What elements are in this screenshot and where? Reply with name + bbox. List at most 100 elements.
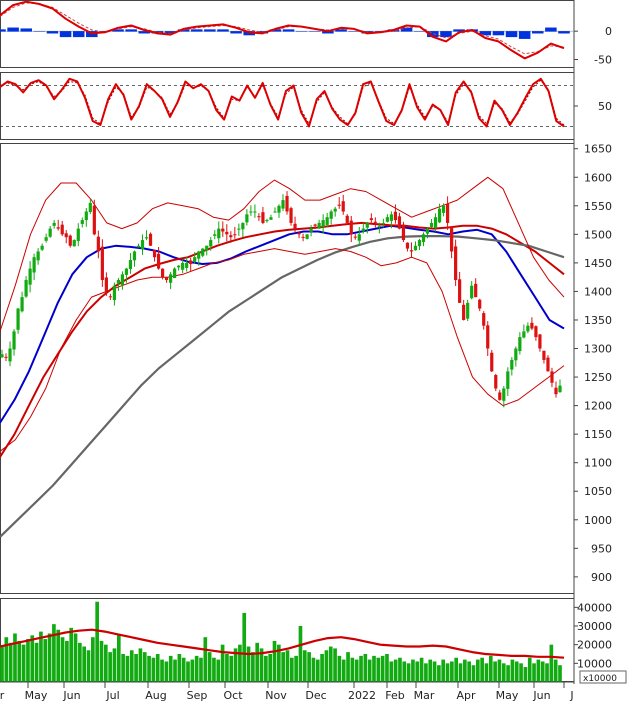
volume-ma-line [0, 628, 565, 659]
price-candle-body [393, 211, 398, 221]
volume-bar [367, 659, 372, 682]
price-candle-body [116, 280, 121, 284]
price-candle-body [96, 236, 100, 252]
x-tick-label: Jun [62, 689, 80, 702]
price-candle-body [445, 204, 450, 223]
macd-histogram-bar [33, 31, 46, 32]
volume-unit-box: x10000 [579, 670, 627, 684]
volume-bar [277, 644, 281, 682]
volume-bar [259, 648, 264, 682]
price-candle-body [325, 217, 329, 225]
macd-panel: 0 -50 [0, 0, 612, 67]
volume-bar [238, 644, 242, 682]
price-candle-body [140, 240, 145, 250]
volume-bar [281, 652, 285, 682]
price-candle-body [76, 228, 80, 241]
price-ytick-label: 1150 [584, 428, 612, 441]
macd-histogram-bar [177, 29, 190, 32]
price-candle-body [417, 240, 422, 247]
price-candle-body [309, 228, 313, 232]
price-candle-body [546, 357, 550, 372]
macd-histogram-bar [125, 29, 137, 32]
volume-bar [354, 659, 359, 682]
price-candle-body [64, 233, 68, 238]
price-candle-body [530, 322, 534, 329]
macd-histogram-bar [545, 27, 557, 32]
price-candle-body [136, 245, 141, 248]
price-candle-body [518, 337, 522, 352]
price-candle-body [482, 313, 486, 326]
price-panel: 1650 1600 1550 1500 1450 1400 1350 1300 1250 1200… [0, 143, 612, 584]
price-candle-body [233, 234, 237, 236]
volume-bar [160, 659, 164, 682]
price-candle-body [108, 296, 112, 298]
price-candle-body [385, 217, 389, 222]
price-candle-body [100, 246, 104, 281]
macd-histogram-bar [190, 29, 203, 32]
price-candle-body [261, 212, 265, 223]
volume-bar [545, 663, 549, 682]
price-candle-body [164, 277, 169, 281]
price-candle-body [249, 211, 253, 213]
volume-bar [441, 659, 446, 682]
price-candle-body [534, 326, 538, 338]
volume-bar [155, 654, 160, 682]
x-tick-label: r [0, 689, 5, 702]
price-ma50-line [0, 221, 565, 458]
price-candle-body [365, 222, 369, 228]
price-ytick-label: 1200 [584, 400, 612, 413]
volume-bar [497, 659, 502, 682]
volume-bar [47, 633, 52, 682]
volume-bar [285, 650, 290, 682]
macd-histogram-bar [518, 31, 531, 39]
price-candle-body [144, 237, 149, 239]
price-candle-body [185, 262, 189, 268]
price-candle-body [213, 234, 217, 236]
price-candle-body [60, 224, 64, 235]
macd-histogram-bar [59, 31, 72, 38]
volume-bar [506, 665, 510, 682]
price-candle-body [269, 217, 273, 220]
volume-bar [246, 646, 251, 682]
x-tick-label: 2022 [348, 689, 376, 702]
macd-histogram-bar [217, 29, 229, 32]
price-candle-body [514, 348, 518, 361]
price-ytick-label: 1050 [584, 485, 612, 498]
price-candle-body [72, 240, 76, 247]
price-candle-body [550, 371, 554, 383]
volume-bar [540, 661, 545, 682]
volume-bar [151, 657, 156, 682]
price-candle-body [437, 208, 442, 223]
volume-bar [415, 661, 420, 682]
macd-histogram-bar [505, 31, 518, 38]
volume-bar [302, 650, 307, 682]
volume-bar [65, 640, 69, 682]
volume-bar [82, 646, 87, 682]
volume-bar [532, 663, 536, 682]
price-candle-body [369, 218, 373, 221]
price-candle-body [502, 388, 506, 401]
price-candle-body [8, 348, 12, 362]
volume-panel: 40000 30000 20000 10000 [0, 601, 612, 682]
macd-histogram-bar [322, 31, 334, 34]
volume-bar [190, 659, 195, 682]
price-candle-body [257, 216, 261, 218]
volume-bar [229, 655, 234, 682]
price-candle-body [88, 202, 92, 213]
price-candle-body [92, 205, 96, 235]
x-tick-label: Apr [456, 689, 476, 702]
volume-bar [458, 663, 463, 682]
volume-bar [181, 657, 186, 682]
x-tick-label: Oct [223, 689, 243, 702]
volume-bar [255, 642, 260, 682]
price-candle-body [24, 280, 28, 297]
x-tick-label: Jul [105, 689, 119, 702]
price-candle-body [554, 387, 558, 395]
price-candle-body [181, 262, 185, 270]
volume-bar [138, 648, 143, 682]
price-candle-body [409, 250, 414, 252]
price-candle-body [156, 253, 161, 269]
price-candle-body [289, 208, 293, 223]
volume-bar [43, 639, 48, 682]
